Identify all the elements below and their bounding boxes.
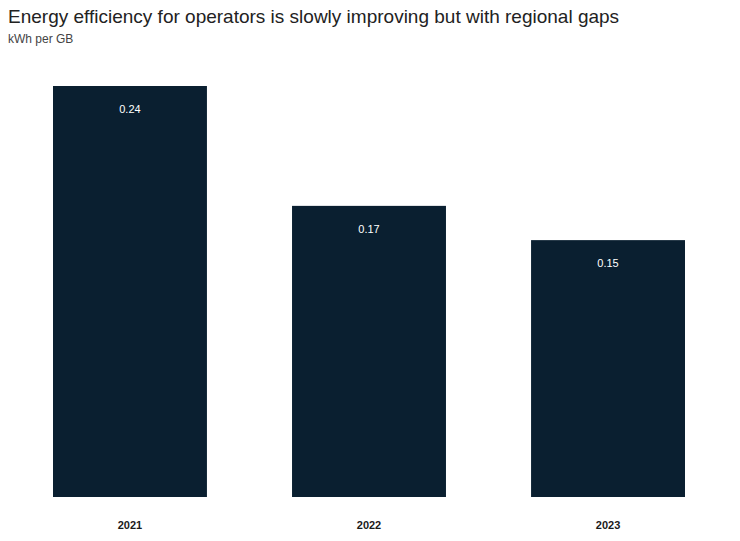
data-label: 0.17 <box>358 223 379 235</box>
bar <box>53 86 207 497</box>
bar <box>292 206 446 497</box>
subtitle: kWh per GB <box>8 32 73 46</box>
data-labels: 0.24 0.17 0.15 <box>119 103 618 269</box>
x-tick: 2022 <box>357 519 381 531</box>
chart: Energy efficiency for operators is slowl… <box>0 0 740 541</box>
x-tick: 2021 <box>118 519 142 531</box>
data-label: 0.24 <box>119 103 140 115</box>
x-tick-label: 2021 <box>118 519 142 531</box>
title: Energy efficiency for operators is slowl… <box>8 6 619 27</box>
x-tick-label: 2023 <box>596 519 620 531</box>
bar <box>531 240 685 497</box>
x-tick-label: 2022 <box>357 519 381 531</box>
bars <box>53 86 685 497</box>
data-label: 0.15 <box>597 257 618 269</box>
x-tick: 2023 <box>596 519 620 531</box>
x-axis: 2021 2022 2023 <box>118 519 621 531</box>
